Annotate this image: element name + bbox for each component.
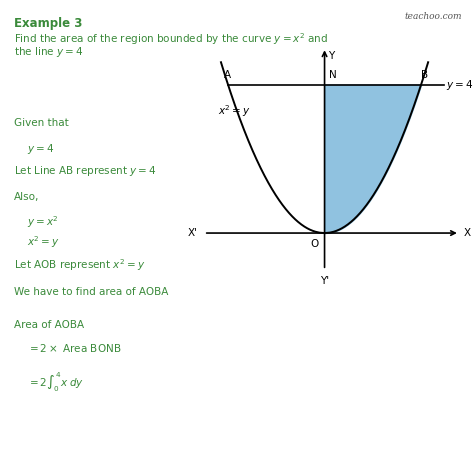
Text: X: X	[464, 228, 471, 238]
Text: $x^2 = y$: $x^2 = y$	[219, 103, 251, 119]
Text: Y': Y'	[320, 276, 329, 286]
Text: Let AOB represent $x^2 = y$: Let AOB represent $x^2 = y$	[14, 257, 146, 273]
Text: Also,: Also,	[14, 192, 40, 202]
Text: Example 3: Example 3	[14, 17, 82, 29]
Text: A: A	[224, 70, 231, 80]
Text: $y = 4$: $y = 4$	[14, 142, 55, 156]
Text: We have to find area of AOBA: We have to find area of AOBA	[14, 287, 169, 297]
Text: the line $y = 4$: the line $y = 4$	[14, 45, 83, 59]
Text: Given that: Given that	[14, 118, 69, 128]
Text: Area of AOBA: Area of AOBA	[14, 320, 84, 330]
Text: B: B	[421, 70, 428, 80]
Text: $= 2 \times$ Area BONB: $= 2 \times$ Area BONB	[14, 342, 122, 354]
Text: teachoo.com: teachoo.com	[405, 12, 462, 21]
Text: $y = x^2$: $y = x^2$	[14, 214, 59, 230]
Text: $x^2 = y$: $x^2 = y$	[14, 235, 60, 250]
Text: Let Line AB represent $y = 4$: Let Line AB represent $y = 4$	[14, 164, 157, 178]
Text: $= 2\int_0^4 x\; dy$: $= 2\int_0^4 x\; dy$	[14, 371, 84, 394]
Text: X': X'	[188, 228, 198, 238]
Text: N: N	[329, 70, 337, 80]
Text: O: O	[310, 238, 319, 249]
Text: Y: Y	[328, 51, 335, 61]
Text: $y = 4$: $y = 4$	[446, 78, 474, 91]
Text: Find the area of the region bounded by the curve $y = x^2$ and: Find the area of the region bounded by t…	[14, 31, 328, 46]
